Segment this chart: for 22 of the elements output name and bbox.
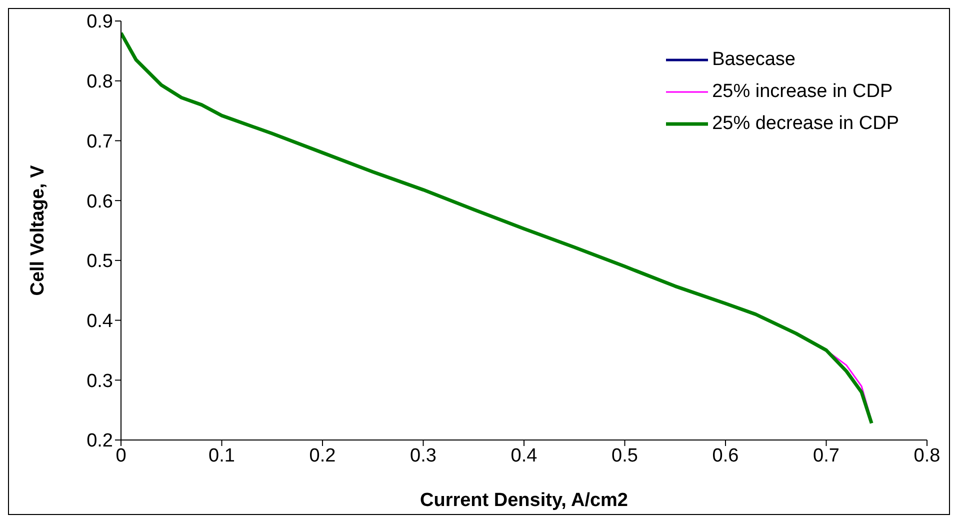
y-tick-label: 0.3 <box>86 370 113 392</box>
x-tick-label: 0.2 <box>309 445 336 466</box>
x-tick-label: 0.4 <box>510 445 538 466</box>
x-axis-title: Current Density, A/cm2 <box>420 490 628 511</box>
x-tick-label: 0.3 <box>410 445 436 466</box>
y-tick-label: 0.7 <box>86 131 113 152</box>
legend-label: 25% increase in CDP <box>712 81 893 103</box>
x-tick-label: 0 <box>116 445 126 466</box>
y-tick-label: 0.8 <box>86 72 113 93</box>
legend-label: Basecase <box>712 49 796 71</box>
y-tick-label: 0.4 <box>86 311 114 332</box>
y-tick-label: 0.2 <box>86 430 113 452</box>
y-tick-label: 0.9 <box>86 12 113 33</box>
y-tick-label: 0.5 <box>86 251 113 272</box>
x-tick-label: 0.1 <box>208 445 235 466</box>
x-tick-label: 0.6 <box>712 445 739 466</box>
x-tick-label: 0.7 <box>813 445 840 466</box>
y-axis-title: Cell Voltage, V <box>28 164 49 296</box>
x-tick-label: 0.8 <box>914 445 940 466</box>
legend-label: 25% decrease in CDP <box>712 113 899 135</box>
y-tick-label: 0.6 <box>86 191 113 212</box>
x-tick-label: 0.5 <box>612 445 638 466</box>
